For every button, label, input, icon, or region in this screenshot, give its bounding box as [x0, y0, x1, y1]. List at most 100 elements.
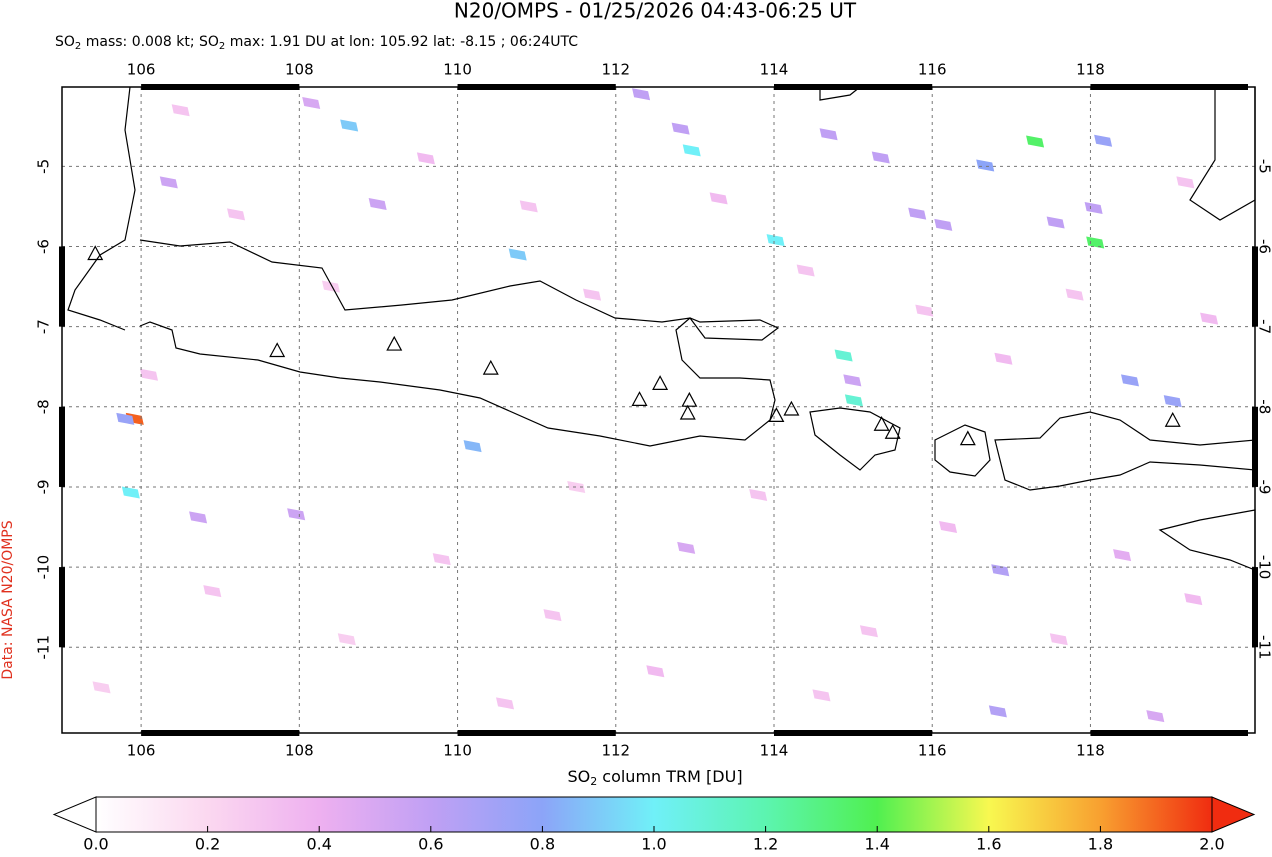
y-tick-label: -6 [1256, 239, 1272, 254]
frame-bar [1252, 246, 1258, 326]
so2-pixel [287, 508, 305, 520]
y-tick-label: -11 [1256, 635, 1272, 660]
subtitle-part: max: 1.91 DU at lon: 105.92 lat: -8.15 ;… [225, 34, 578, 50]
so2-pixel [433, 553, 451, 565]
subtitle-part: mass: 0.008 kt; SO [81, 34, 219, 50]
so2-pixel [1164, 395, 1182, 407]
frame-bar [141, 84, 299, 90]
colorbar-tick-label: 1.6 [976, 835, 1001, 854]
x-tick-label: 116 [918, 742, 947, 760]
colorbar-tick-label: 1.2 [753, 835, 778, 854]
so2-pixel [417, 152, 435, 164]
x-tick-label: 112 [601, 61, 630, 79]
y-tick-label: -5 [1256, 159, 1272, 174]
axes: 1061061081081101101121121141141161161181… [35, 61, 1272, 760]
so2-pixel [322, 281, 340, 293]
volcano [784, 402, 798, 415]
so2-pixel [767, 234, 785, 246]
map-frame [62, 87, 1255, 733]
so2-pixel [340, 119, 358, 131]
so2-pixel [934, 219, 952, 231]
so2-pixel [583, 289, 601, 301]
colorbar-tick-label: 2.0 [1199, 835, 1224, 854]
frame-bar [59, 407, 65, 487]
so2-pixel [1176, 176, 1194, 188]
so2-pixel [172, 104, 190, 116]
x-tick-label: 110 [443, 61, 472, 79]
x-tick-label: 106 [127, 61, 156, 79]
so2-pixel [1113, 549, 1131, 561]
so2-pixel [1094, 135, 1112, 147]
coastline [995, 412, 1255, 490]
so2-pixel [812, 689, 830, 701]
volcano [681, 406, 695, 419]
y-tick-label: -7 [1256, 319, 1272, 334]
coastline [68, 87, 135, 330]
volcano [88, 247, 102, 260]
pixel-layer [62, 87, 1255, 733]
so2-pixel [683, 144, 701, 156]
so2-pixel [1086, 236, 1104, 248]
so2-pixel [976, 160, 994, 172]
colorbar-tick-label: 0.2 [195, 835, 220, 854]
frame-bar [59, 567, 65, 647]
so2-pixel [939, 521, 957, 533]
x-tick-label: 116 [918, 61, 947, 79]
x-tick-label: 110 [443, 742, 472, 760]
so2-pixel [1066, 289, 1084, 301]
y-tick-label: -7 [35, 319, 53, 334]
colorbar-tick-label: 0.0 [83, 835, 108, 854]
frame-bar [141, 730, 299, 736]
so2-pixel [496, 697, 514, 709]
so2-pixel [203, 585, 221, 597]
so2-pixel [908, 208, 926, 220]
y-tick-label: -11 [35, 635, 53, 660]
so2-pixel [749, 489, 767, 501]
x-tick-label: 108 [285, 61, 314, 79]
coastline [810, 408, 900, 470]
so2-pixel [710, 192, 728, 204]
colorbar-label: SO2 column TRM [DU] [567, 767, 742, 789]
y-tick-label: -5 [35, 159, 53, 174]
so2-pixel [835, 349, 853, 361]
colorbar-label-part: column TRM [DU] [597, 767, 742, 786]
so2-pixel [1050, 633, 1068, 645]
y-tick-label: -9 [35, 479, 53, 494]
so2-pixel [1047, 216, 1065, 228]
credit: Data: NASA N20/OMPS [0, 520, 16, 679]
colorbar-tick-label: 1.4 [864, 835, 889, 854]
so2-pixel [1146, 710, 1164, 722]
colorbar-high [1212, 797, 1254, 832]
so2-pixel [1200, 313, 1218, 325]
colorbar-label-part: SO [567, 767, 590, 786]
so2-pixel [338, 633, 356, 645]
colorbar-label-part: 2 [590, 775, 597, 788]
coastline [935, 425, 990, 476]
so2-pixel [122, 487, 140, 499]
volcano [875, 417, 889, 430]
y-tick-label: -9 [1256, 479, 1272, 494]
coastline [1190, 87, 1255, 220]
so2-pixel [845, 394, 863, 406]
volcano [270, 343, 284, 356]
so2-pixel [140, 369, 158, 381]
volcano [1166, 413, 1180, 426]
frame-bar [774, 84, 932, 90]
so2-pixel [672, 123, 690, 135]
so2-pixel [369, 198, 387, 210]
y-tick-label: -8 [1256, 399, 1272, 414]
so2-pixel [820, 128, 838, 140]
x-tick-label: 118 [1076, 742, 1105, 760]
colorbar-tick-label: 0.4 [306, 835, 331, 854]
volcano [653, 376, 667, 389]
so2-pixel [464, 440, 482, 452]
so2-pixel [227, 208, 245, 220]
so2-pixel [677, 542, 695, 554]
volcano [633, 392, 647, 405]
volcano [387, 337, 401, 350]
frame-bar [458, 84, 616, 90]
x-tick-label: 114 [760, 61, 789, 79]
x-tick-label: 118 [1076, 61, 1105, 79]
so2-pixel [843, 374, 861, 386]
so2-pixel [915, 305, 933, 317]
